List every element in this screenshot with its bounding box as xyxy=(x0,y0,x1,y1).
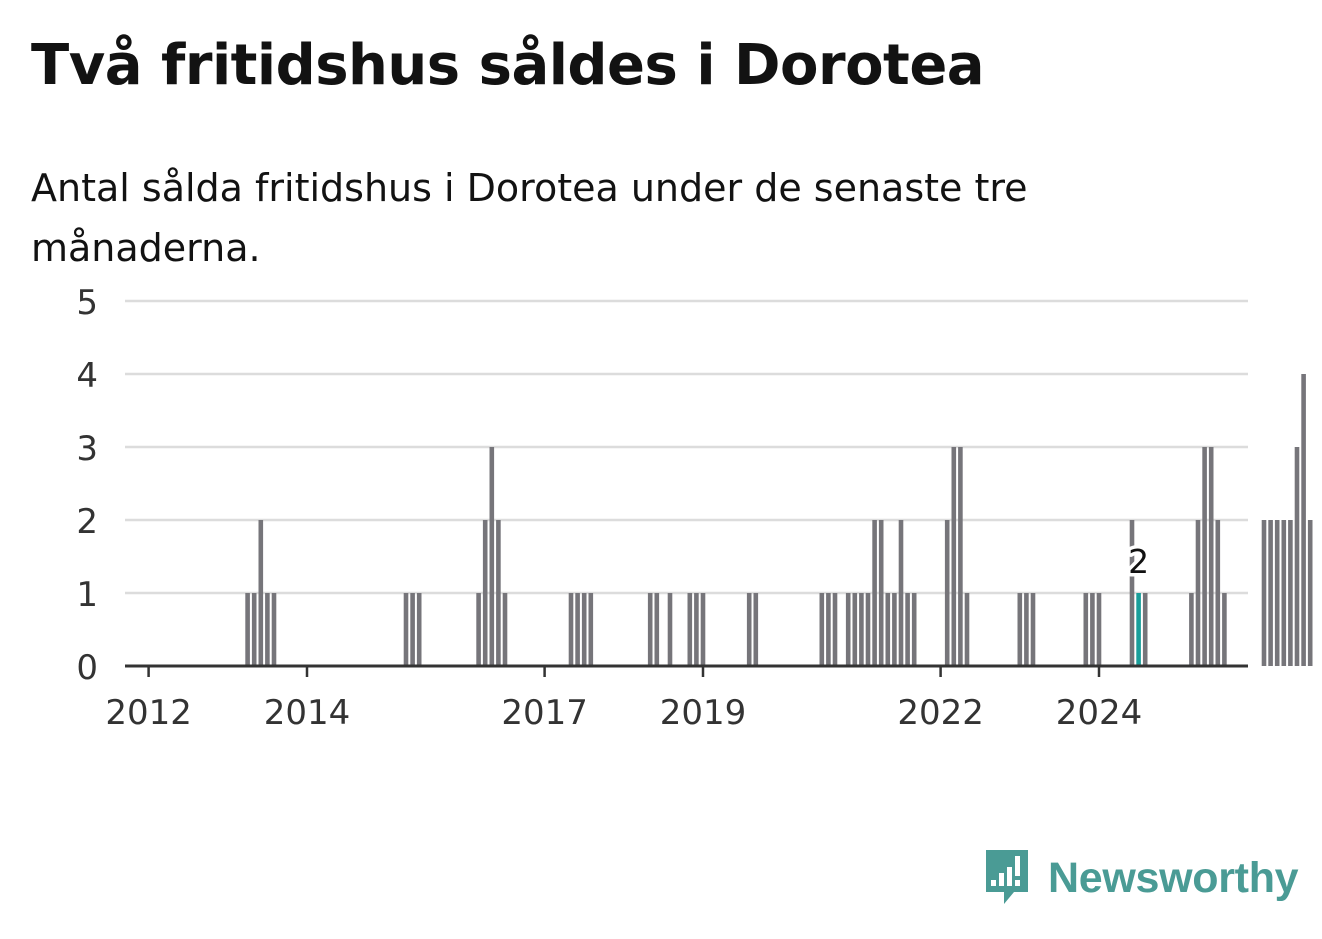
bar xyxy=(667,593,673,666)
bar xyxy=(687,593,693,666)
bar xyxy=(416,593,422,666)
bar xyxy=(1024,593,1029,666)
bar xyxy=(568,593,574,666)
bar xyxy=(258,520,264,666)
bar-highlight xyxy=(1136,593,1141,666)
bar xyxy=(892,593,897,666)
bar xyxy=(1142,593,1148,666)
chart-subtitle: Antal sålda fritidshus i Dorotea under d… xyxy=(31,166,1028,270)
bar xyxy=(700,593,706,666)
x-tick-label: 2017 xyxy=(501,693,588,733)
bar xyxy=(1294,447,1300,666)
bar xyxy=(845,593,851,666)
bar xyxy=(1090,593,1095,666)
bar xyxy=(654,593,660,666)
highlight-value-label: 2 xyxy=(1128,542,1149,581)
bar xyxy=(746,593,752,666)
bar xyxy=(905,593,910,666)
bar xyxy=(489,447,495,666)
bar xyxy=(496,520,501,666)
bar xyxy=(575,593,580,666)
bar xyxy=(482,520,488,666)
bar xyxy=(1195,520,1201,666)
bar xyxy=(911,593,917,666)
bars xyxy=(245,374,1313,666)
bar xyxy=(265,593,270,666)
x-tick-label: 2022 xyxy=(897,693,984,733)
bar xyxy=(885,593,891,666)
highlight-annotation: 2 xyxy=(1125,539,1153,585)
chart-title: Två fritidshus såldes i Dorotea xyxy=(31,33,985,98)
bar xyxy=(476,593,481,666)
bar xyxy=(1208,447,1214,666)
bar xyxy=(832,593,838,666)
bar xyxy=(1222,593,1227,666)
bar xyxy=(1017,593,1023,666)
y-tick-label: 0 xyxy=(76,648,98,688)
x-axis-ticks: 2012 2014 2017 2019 2022 2024 xyxy=(105,666,1142,733)
bar xyxy=(1307,520,1313,666)
bar xyxy=(865,593,871,666)
bar xyxy=(694,593,699,666)
bar xyxy=(878,520,884,666)
bar xyxy=(944,520,950,666)
bar xyxy=(753,593,759,666)
bar xyxy=(1301,374,1306,666)
y-tick-label: 2 xyxy=(76,502,98,542)
bar xyxy=(1030,593,1036,666)
bar xyxy=(1202,447,1207,666)
bar xyxy=(951,447,957,666)
bar-chart: 0 1 2 3 4 5 2012 2014 2017 2019 2022 2024 2 xyxy=(76,283,1313,733)
bar xyxy=(859,593,864,666)
bar xyxy=(872,520,877,666)
y-tick-label: 5 xyxy=(76,283,98,323)
bar xyxy=(1268,520,1273,666)
bar xyxy=(958,447,963,666)
bar xyxy=(852,593,858,666)
bar xyxy=(251,593,257,666)
bar xyxy=(271,593,277,666)
x-tick-label: 2019 xyxy=(660,693,747,733)
bar xyxy=(1189,593,1194,666)
gridlines xyxy=(125,299,1248,595)
y-tick-label: 3 xyxy=(76,429,98,469)
bar xyxy=(1281,520,1287,666)
bar xyxy=(819,593,825,666)
bar xyxy=(647,593,653,666)
bar xyxy=(1215,520,1221,666)
bar xyxy=(964,593,970,666)
bar xyxy=(1083,593,1089,666)
bar xyxy=(1096,593,1102,666)
bar xyxy=(588,593,594,666)
y-tick-label: 4 xyxy=(76,356,98,396)
bar xyxy=(581,593,587,666)
bar xyxy=(245,593,250,666)
y-axis-labels: 0 1 2 3 4 5 xyxy=(76,283,98,688)
x-tick-label: 2014 xyxy=(264,693,351,733)
bar xyxy=(1288,520,1293,666)
newsworthy-logo: Newsworthy xyxy=(982,846,1299,910)
bar xyxy=(403,593,409,666)
x-tick-label: 2024 xyxy=(1056,693,1143,733)
bar xyxy=(410,593,415,666)
bar xyxy=(1274,520,1280,666)
bar xyxy=(1129,520,1135,666)
bar xyxy=(826,593,831,666)
x-tick-label: 2012 xyxy=(105,693,192,733)
brand-name: Newsworthy xyxy=(1048,853,1299,902)
bar xyxy=(1261,520,1267,666)
bar xyxy=(898,520,904,666)
newsworthy-logo-icon xyxy=(986,850,1028,904)
y-tick-label: 1 xyxy=(76,575,98,615)
bar xyxy=(502,593,508,666)
